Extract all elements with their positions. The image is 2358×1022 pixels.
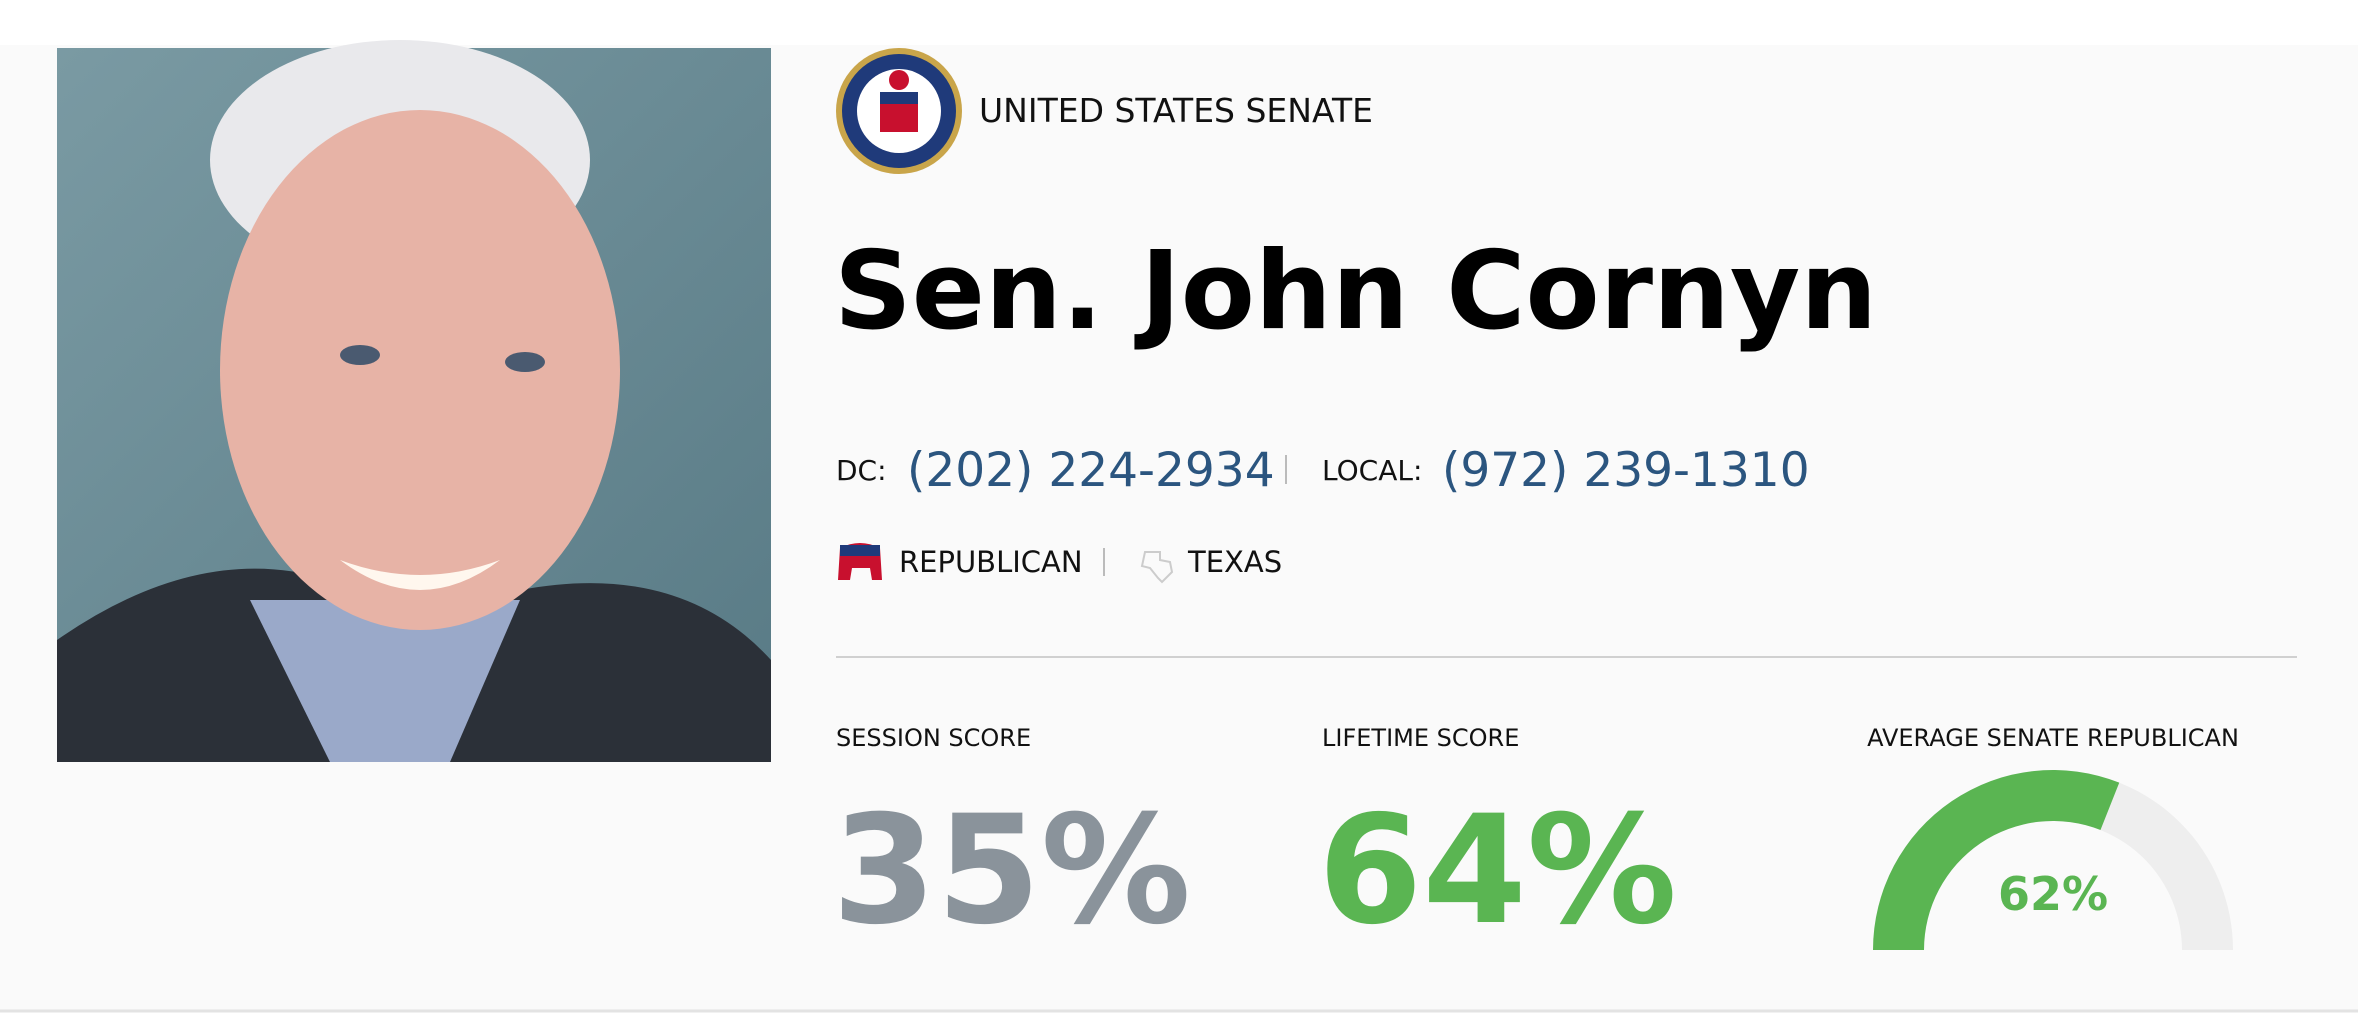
average-score-label: AVERAGE SENATE REPUBLICAN [1867, 724, 2239, 752]
state-icon [1140, 551, 1174, 584]
lifetime-score-label: LIFETIME SCORE [1322, 724, 1519, 752]
state: TEXAS [1187, 545, 1282, 579]
senator-name: Sen. John Cornyn [834, 229, 1877, 354]
party-icon [838, 543, 882, 580]
chamber: UNITED STATES SENATE [979, 91, 1373, 130]
senate-seal [836, 48, 962, 174]
local-phone[interactable]: (972) 239-1310 [1442, 443, 1810, 498]
local-label: LOCAL: [1322, 454, 1422, 487]
gauge: 62% [1873, 770, 2233, 950]
dc-label: DC: [836, 454, 887, 487]
session-score: 35% [832, 784, 1191, 958]
portrait [57, 40, 771, 762]
gauge-fill [1873, 770, 2120, 950]
lifetime-score: 64% [1318, 784, 1677, 958]
session-score-label: SESSION SCORE [836, 724, 1031, 752]
dc-phone[interactable]: (202) 224-2934 [907, 443, 1275, 498]
party: REPUBLICAN [899, 545, 1083, 579]
gauge-label: 62% [1998, 867, 2108, 921]
